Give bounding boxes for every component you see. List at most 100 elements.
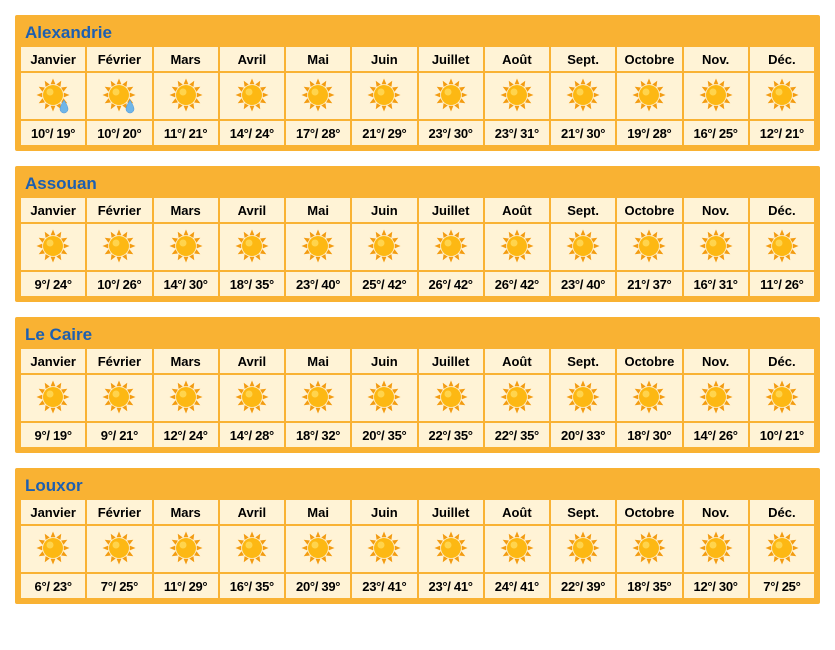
temperature-cell: 18°/ 30° [617,423,681,447]
temperature-cell: 18°/ 35° [617,574,681,598]
month-header-cell: Mars [154,349,218,373]
temperature-cell: 10°/ 21° [750,423,814,447]
sun-icon [286,375,350,421]
temperature-cell: 23°/ 30° [419,121,483,145]
month-header-cell: Août [485,500,549,524]
month-header-cell: Mai [286,500,350,524]
month-header-cell: Déc. [750,500,814,524]
month-header-cell: Déc. [750,198,814,222]
temperature-cell: 20°/ 39° [286,574,350,598]
month-header-row: JanvierFévrierMarsAvrilMaiJuinJuilletAoû… [21,198,814,222]
sun-icon [750,526,814,572]
weather-icon-row [21,224,814,270]
temperature-cell: 12°/ 30° [684,574,748,598]
month-header-cell: Avril [220,198,284,222]
sun-icon [352,526,416,572]
temperature-cell: 16°/ 35° [220,574,284,598]
month-header-cell: Mars [154,500,218,524]
temperature-cell: 17°/ 28° [286,121,350,145]
temperature-row: 10°/ 19°10°/ 20°11°/ 21°14°/ 24°17°/ 28°… [21,121,814,145]
month-header-cell: Février [87,500,151,524]
month-header-cell: Août [485,349,549,373]
sun-icon [286,73,350,119]
sun-icon [684,224,748,270]
sun-icon [750,73,814,119]
sun-icon [286,526,350,572]
sun-icon [617,224,681,270]
sun-icon [617,375,681,421]
sun-icon [551,224,615,270]
temperature-cell: 12°/ 21° [750,121,814,145]
month-header-cell: Mai [286,198,350,222]
month-header-cell: Juin [352,198,416,222]
temperature-cell: 23°/ 31° [485,121,549,145]
sun-icon [419,224,483,270]
temperature-cell: 20°/ 33° [551,423,615,447]
month-header-cell: Nov. [684,349,748,373]
sun-icon [684,375,748,421]
month-header-cell: Juin [352,500,416,524]
month-header-cell: Octobre [617,198,681,222]
month-header-cell: Janvier [21,500,85,524]
sun-icon [220,375,284,421]
month-header-cell: Juillet [419,349,483,373]
sun-icon [750,224,814,270]
sun-icon [87,526,151,572]
month-header-cell: Nov. [684,47,748,71]
month-header-cell: Juillet [419,500,483,524]
month-header-cell: Sept. [551,349,615,373]
sun-icon [684,73,748,119]
sun-icon [21,224,85,270]
month-header-cell: Août [485,198,549,222]
temperature-cell: 22°/ 35° [485,423,549,447]
temperature-cell: 23°/ 40° [551,272,615,296]
city-name: Le Caire [21,323,814,349]
temperature-cell: 21°/ 30° [551,121,615,145]
temperature-cell: 14°/ 30° [154,272,218,296]
sun-icon [220,224,284,270]
temperature-cell: 23°/ 41° [352,574,416,598]
month-header-cell: Juin [352,47,416,71]
city-block: AlexandrieJanvierFévrierMarsAvrilMaiJuin… [15,15,820,151]
month-header-cell: Sept. [551,198,615,222]
sun-icon [551,526,615,572]
weather-icon-row [21,73,814,119]
sun-icon [750,375,814,421]
sun-icon [286,224,350,270]
sun-icon [485,73,549,119]
month-header-cell: Février [87,198,151,222]
city-block: Le CaireJanvierFévrierMarsAvrilMaiJuinJu… [15,317,820,453]
temperature-cell: 9°/ 24° [21,272,85,296]
temperature-cell: 21°/ 29° [352,121,416,145]
month-header-cell: Mai [286,349,350,373]
temperature-cell: 9°/ 21° [87,423,151,447]
temperature-cell: 16°/ 31° [684,272,748,296]
temperature-cell: 20°/ 35° [352,423,416,447]
city-block: LouxorJanvierFévrierMarsAvrilMaiJuinJuil… [15,468,820,604]
temperature-row: 9°/ 19°9°/ 21°12°/ 24°14°/ 28°18°/ 32°20… [21,423,814,447]
month-header-cell: Mars [154,198,218,222]
sun-icon [154,526,218,572]
sun-icon [87,224,151,270]
month-header-cell: Mai [286,47,350,71]
month-header-cell: Janvier [21,47,85,71]
temperature-cell: 21°/ 37° [617,272,681,296]
month-header-cell: Nov. [684,500,748,524]
temperature-cell: 16°/ 25° [684,121,748,145]
sun-rain-icon [21,73,85,119]
month-header-cell: Janvier [21,198,85,222]
sun-icon [485,526,549,572]
temperature-cell: 12°/ 24° [154,423,218,447]
month-header-cell: Octobre [617,47,681,71]
sun-icon [684,526,748,572]
sun-icon [154,224,218,270]
temperature-cell: 14°/ 24° [220,121,284,145]
month-header-cell: Déc. [750,47,814,71]
sun-icon [352,375,416,421]
temperature-cell: 19°/ 28° [617,121,681,145]
temperature-cell: 10°/ 19° [21,121,85,145]
sun-icon [419,375,483,421]
month-header-cell: Déc. [750,349,814,373]
month-header-cell: Avril [220,47,284,71]
temperature-cell: 6°/ 23° [21,574,85,598]
